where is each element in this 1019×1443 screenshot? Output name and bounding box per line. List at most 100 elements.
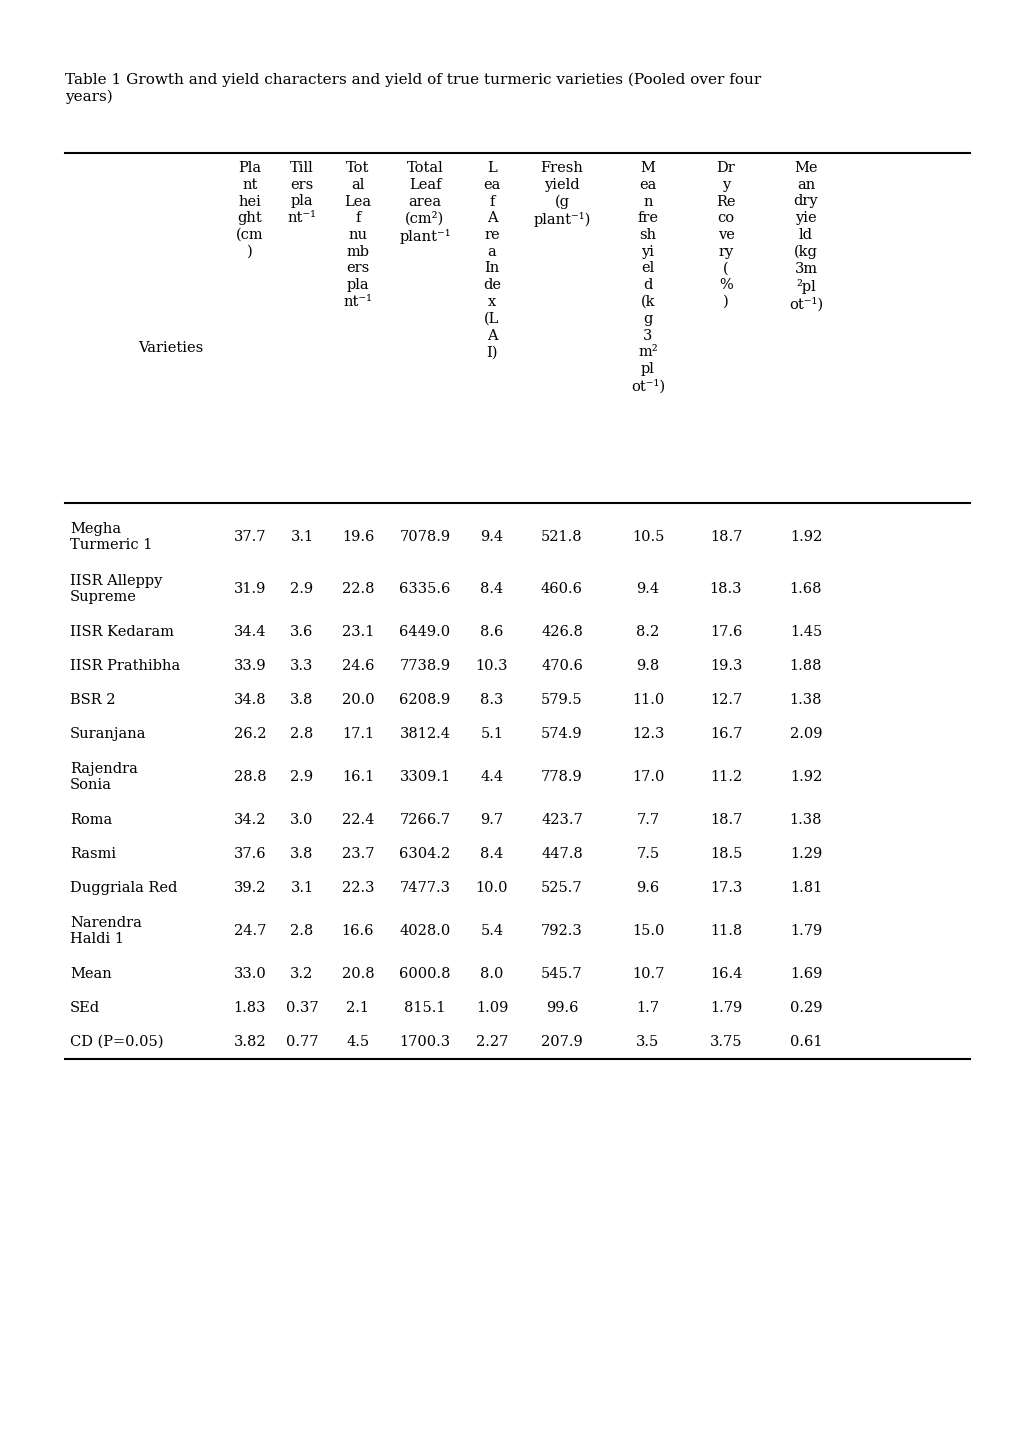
Text: 423.7: 423.7: [541, 812, 582, 827]
Text: 19.3: 19.3: [709, 659, 742, 672]
Text: 5.4: 5.4: [480, 924, 503, 938]
Text: 39.2: 39.2: [233, 882, 266, 895]
Text: 3.1: 3.1: [290, 882, 313, 895]
Text: 2.9: 2.9: [290, 582, 313, 596]
Text: SEd: SEd: [70, 1001, 100, 1014]
Text: 2.8: 2.8: [290, 924, 313, 938]
Text: 1.83: 1.83: [233, 1001, 266, 1014]
Text: 24.7: 24.7: [233, 924, 266, 938]
Text: 8.4: 8.4: [480, 847, 503, 861]
Text: 22.4: 22.4: [341, 812, 374, 827]
Text: 0.61: 0.61: [789, 1035, 821, 1049]
Text: 11.0: 11.0: [631, 693, 663, 707]
Text: 20.8: 20.8: [341, 967, 374, 981]
Text: 1.68: 1.68: [789, 582, 821, 596]
Text: 1.29: 1.29: [789, 847, 821, 861]
Text: Duggriala Red: Duggriala Red: [70, 882, 177, 895]
Text: 9.4: 9.4: [636, 582, 659, 596]
Text: 3309.1: 3309.1: [399, 771, 450, 784]
Text: 12.7: 12.7: [709, 693, 742, 707]
Text: 33.9: 33.9: [233, 659, 266, 672]
Text: 17.0: 17.0: [631, 771, 663, 784]
Text: 6449.0: 6449.0: [399, 625, 450, 639]
Text: 8.2: 8.2: [636, 625, 659, 639]
Text: 0.29: 0.29: [789, 1001, 821, 1014]
Text: 20.0: 20.0: [341, 693, 374, 707]
Text: 1.79: 1.79: [709, 1001, 742, 1014]
Text: 8.3: 8.3: [480, 693, 503, 707]
Text: 31.9: 31.9: [233, 582, 266, 596]
Text: 37.6: 37.6: [233, 847, 266, 861]
Text: 2.09: 2.09: [789, 727, 821, 742]
Text: 1.69: 1.69: [789, 967, 821, 981]
Text: 1.09: 1.09: [475, 1001, 507, 1014]
Text: Rasmi: Rasmi: [70, 847, 116, 861]
Text: 545.7: 545.7: [541, 967, 582, 981]
Text: 7477.3: 7477.3: [399, 882, 450, 895]
Text: 18.5: 18.5: [709, 847, 742, 861]
Text: 3.82: 3.82: [233, 1035, 266, 1049]
Text: 1.88: 1.88: [789, 659, 821, 672]
Text: 11.8: 11.8: [709, 924, 742, 938]
Text: 12.3: 12.3: [631, 727, 663, 742]
Text: 3.0: 3.0: [290, 812, 314, 827]
Text: 470.6: 470.6: [540, 659, 583, 672]
Text: Fresh
yield
(g
plant⁻¹): Fresh yield (g plant⁻¹): [533, 162, 590, 227]
Text: 778.9: 778.9: [541, 771, 582, 784]
Text: 10.7: 10.7: [631, 967, 663, 981]
Text: 4028.0: 4028.0: [399, 924, 450, 938]
Text: 4.5: 4.5: [346, 1035, 369, 1049]
Text: 447.8: 447.8: [541, 847, 582, 861]
Text: 0.37: 0.37: [285, 1001, 318, 1014]
Text: 3.75: 3.75: [709, 1035, 742, 1049]
Text: Pla
nt
hei
ght
(cm
): Pla nt hei ght (cm ): [236, 162, 264, 258]
Text: 17.3: 17.3: [709, 882, 742, 895]
Text: 17.1: 17.1: [341, 727, 374, 742]
Text: Roma: Roma: [70, 812, 112, 827]
Text: 3.3: 3.3: [290, 659, 314, 672]
Text: 23.1: 23.1: [341, 625, 374, 639]
Text: 34.2: 34.2: [233, 812, 266, 827]
Text: 1.7: 1.7: [636, 1001, 659, 1014]
Text: Mean: Mean: [70, 967, 112, 981]
Text: 24.6: 24.6: [341, 659, 374, 672]
Text: 7266.7: 7266.7: [399, 812, 450, 827]
Text: 19.6: 19.6: [341, 530, 374, 544]
Text: 525.7: 525.7: [541, 882, 582, 895]
Text: 9.7: 9.7: [480, 812, 503, 827]
Text: 1.38: 1.38: [789, 693, 821, 707]
Text: 18.7: 18.7: [709, 530, 742, 544]
Text: Rajendra
Sonia: Rajendra Sonia: [70, 762, 138, 792]
Text: Table 1 Growth and yield characters and yield of true turmeric varieties (Pooled: Table 1 Growth and yield characters and …: [65, 74, 760, 104]
Text: 6304.2: 6304.2: [399, 847, 450, 861]
Text: 7.7: 7.7: [636, 812, 659, 827]
Text: 3.6: 3.6: [290, 625, 314, 639]
Text: 2.9: 2.9: [290, 771, 313, 784]
Text: 22.8: 22.8: [341, 582, 374, 596]
Text: 10.0: 10.0: [475, 882, 507, 895]
Text: 23.7: 23.7: [341, 847, 374, 861]
Text: 10.3: 10.3: [475, 659, 507, 672]
Text: 37.7: 37.7: [233, 530, 266, 544]
Text: Megha
Turmeric 1: Megha Turmeric 1: [70, 521, 152, 553]
Text: 6208.9: 6208.9: [399, 693, 450, 707]
Text: 7078.9: 7078.9: [399, 530, 450, 544]
Text: 8.4: 8.4: [480, 582, 503, 596]
Text: 11.2: 11.2: [709, 771, 742, 784]
Text: 2.8: 2.8: [290, 727, 313, 742]
Text: 1700.3: 1700.3: [399, 1035, 450, 1049]
Text: L
ea
f
A
re
a
In
de
x
(L
A
I): L ea f A re a In de x (L A I): [483, 162, 500, 359]
Text: Me
an
dry
yie
ld
(kg
3m
²pl
ot⁻¹): Me an dry yie ld (kg 3m ²pl ot⁻¹): [788, 162, 822, 312]
Text: 7.5: 7.5: [636, 847, 659, 861]
Text: 10.5: 10.5: [631, 530, 663, 544]
Text: 574.9: 574.9: [541, 727, 582, 742]
Text: BSR 2: BSR 2: [70, 693, 115, 707]
Text: CD (P=0.05): CD (P=0.05): [70, 1035, 163, 1049]
Text: Till
ers
pla
nt⁻¹: Till ers pla nt⁻¹: [287, 162, 316, 225]
Text: 34.4: 34.4: [233, 625, 266, 639]
Text: 2.1: 2.1: [346, 1001, 369, 1014]
Text: IISR Alleppy
Supreme: IISR Alleppy Supreme: [70, 574, 162, 605]
Text: M
ea
n
fre
sh
yi
el
d
(k
g
3
m²
pl
ot⁻¹): M ea n fre sh yi el d (k g 3 m² pl ot⁻¹): [631, 162, 664, 392]
Text: 1.81: 1.81: [789, 882, 821, 895]
Text: 2.27: 2.27: [475, 1035, 507, 1049]
